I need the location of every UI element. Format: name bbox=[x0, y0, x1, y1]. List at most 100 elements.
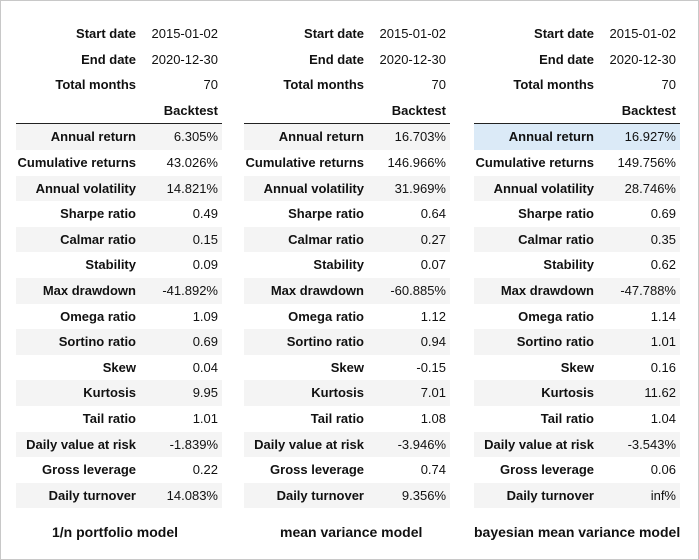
daily-turnover-row-value: inf% bbox=[650, 487, 676, 503]
stability-row: Stability 0.62 bbox=[474, 252, 680, 278]
gross-leverage-row-label: Gross leverage bbox=[270, 462, 364, 478]
annual-return-row-label: Annual return bbox=[278, 129, 364, 145]
cumulative-returns-row-label: Cumulative returns bbox=[245, 154, 364, 170]
daily-value-at-risk-row-value: -3.543% bbox=[627, 436, 676, 452]
start-date-row: Start date 2015-01-02 bbox=[474, 21, 680, 47]
stability-row-value: 0.09 bbox=[192, 257, 218, 273]
total-months-row-value: 70 bbox=[431, 77, 446, 93]
max-drawdown-row-value: -60.885% bbox=[390, 282, 446, 298]
omega-ratio-row-value: 1.09 bbox=[192, 308, 218, 324]
max-drawdown-row-label: Max drawdown bbox=[42, 282, 136, 298]
total-months-row-value: 70 bbox=[661, 77, 676, 93]
annual-return-row-value: 6.305% bbox=[173, 129, 218, 145]
omega-ratio-row: Omega ratio 1.12 bbox=[244, 304, 450, 330]
tail-ratio-row-label: Tail ratio bbox=[310, 410, 364, 426]
gross-leverage-row-value: 0.74 bbox=[420, 462, 446, 478]
sortino-ratio-row-label: Sortino ratio bbox=[58, 334, 136, 350]
tail-ratio-row-value: 1.04 bbox=[650, 410, 676, 426]
total-months-row: Total months 70 bbox=[244, 72, 450, 98]
kurtosis-row-label: Kurtosis bbox=[83, 385, 136, 401]
calmar-ratio-row-label: Calmar ratio bbox=[288, 231, 364, 247]
sharpe-ratio-row-label: Sharpe ratio bbox=[518, 206, 594, 222]
max-drawdown-row-label: Max drawdown bbox=[500, 282, 594, 298]
stability-row: Stability 0.09 bbox=[16, 252, 222, 278]
sortino-ratio-row: Sortino ratio 0.69 bbox=[16, 329, 222, 355]
max-drawdown-row-value: -41.892% bbox=[162, 282, 218, 298]
omega-ratio-row: Omega ratio 1.09 bbox=[16, 304, 222, 330]
annual-return-row-label: Annual return bbox=[50, 129, 136, 145]
skew-row-value: 0.16 bbox=[650, 359, 676, 375]
daily-value-at-risk-row-value: -1.839% bbox=[169, 436, 218, 452]
kurtosis-row: Kurtosis 7.01 bbox=[244, 380, 450, 406]
total-months-row-value: 70 bbox=[203, 77, 218, 93]
skew-row-label: Skew bbox=[330, 359, 364, 375]
stability-row: Stability 0.07 bbox=[244, 252, 450, 278]
annual-return-row-value: 16.927% bbox=[624, 129, 676, 145]
sortino-ratio-row: Sortino ratio 0.94 bbox=[244, 329, 450, 355]
tail-ratio-row: Tail ratio 1.04 bbox=[474, 406, 680, 432]
annual-volatility-row: Annual volatility 31.969% bbox=[244, 175, 450, 202]
omega-ratio-row-value: 1.12 bbox=[420, 308, 446, 324]
start-date-row-value: 2015-01-02 bbox=[151, 26, 219, 41]
daily-value-at-risk-row: Daily value at risk -1.839% bbox=[16, 431, 222, 458]
total-months-row: Total months 70 bbox=[474, 72, 680, 98]
annual-return-row: Annual return 16.703% bbox=[244, 124, 450, 150]
gross-leverage-row: Gross leverage 0.74 bbox=[244, 457, 450, 483]
annual-volatility-row: Annual volatility 28.746% bbox=[474, 175, 680, 202]
cumulative-returns-row-value: 146.966% bbox=[387, 154, 446, 170]
daily-turnover-row-label: Daily turnover bbox=[48, 487, 136, 503]
total-months-row-label: Total months bbox=[283, 77, 364, 93]
start-date-row-label: Start date bbox=[304, 26, 364, 41]
kurtosis-row-value: 9.95 bbox=[192, 385, 218, 401]
model-title-1n: 1/n portfolio model bbox=[52, 524, 178, 540]
max-drawdown-row-value: -47.788% bbox=[620, 282, 676, 298]
sharpe-ratio-row: Sharpe ratio 0.64 bbox=[244, 201, 450, 227]
kurtosis-row: Kurtosis 9.95 bbox=[16, 380, 222, 406]
cumulative-returns-row: Cumulative returns 149.756% bbox=[474, 150, 680, 176]
cumulative-returns-row: Cumulative returns 146.966% bbox=[244, 150, 450, 176]
stats-table-1n: Start date 2015-01-02 End date 2020-12-30 To… bbox=[16, 21, 222, 509]
tail-ratio-row-label: Tail ratio bbox=[82, 410, 136, 426]
daily-turnover-row: Daily turnover 9.356% bbox=[244, 482, 450, 509]
skew-row-value: -0.15 bbox=[416, 359, 446, 375]
calmar-ratio-row-value: 0.15 bbox=[192, 231, 218, 247]
skew-row-label: Skew bbox=[560, 359, 594, 375]
cumulative-returns-row-label: Cumulative returns bbox=[475, 154, 594, 170]
kurtosis-row-label: Kurtosis bbox=[541, 385, 594, 401]
max-drawdown-row: Max drawdown -47.788% bbox=[474, 277, 680, 304]
backtest-header: Backtest bbox=[244, 98, 450, 125]
sharpe-ratio-row-label: Sharpe ratio bbox=[60, 206, 136, 222]
end-date-row-value: 2020-12-30 bbox=[151, 51, 219, 67]
omega-ratio-row-value: 1.14 bbox=[650, 308, 676, 324]
daily-turnover-row: Daily turnover 14.083% bbox=[16, 482, 222, 509]
annual-volatility-row: Annual volatility 14.821% bbox=[16, 175, 222, 202]
daily-value-at-risk-row: Daily value at risk -3.946% bbox=[244, 431, 450, 458]
stats-table-mean-variance: Start date 2015-01-02 End date 2020-12-30 To… bbox=[244, 21, 450, 509]
kurtosis-row-label: Kurtosis bbox=[311, 385, 364, 401]
tail-ratio-row-value: 1.08 bbox=[420, 410, 446, 426]
annual-volatility-row-label: Annual volatility bbox=[493, 180, 594, 196]
cumulative-returns-row-value: 149.756% bbox=[617, 154, 676, 170]
sortino-ratio-row-value: 0.69 bbox=[192, 334, 218, 350]
sharpe-ratio-row: Sharpe ratio 0.69 bbox=[474, 201, 680, 227]
sharpe-ratio-row-value: 0.49 bbox=[192, 206, 218, 222]
calmar-ratio-row-label: Calmar ratio bbox=[518, 231, 594, 247]
stability-row-label: Stability bbox=[313, 257, 364, 273]
gross-leverage-row-label: Gross leverage bbox=[500, 462, 594, 478]
annual-volatility-row-value: 14.821% bbox=[166, 180, 218, 196]
sortino-ratio-row-value: 1.01 bbox=[650, 334, 676, 350]
daily-value-at-risk-row-label: Daily value at risk bbox=[26, 436, 136, 452]
cumulative-returns-row-label: Cumulative returns bbox=[17, 154, 136, 170]
sharpe-ratio-row-value: 0.64 bbox=[420, 206, 446, 222]
gross-leverage-row-value: 0.22 bbox=[192, 462, 218, 478]
start-date-row-value: 2015-01-02 bbox=[379, 26, 447, 41]
backtest-header: Backtest bbox=[16, 98, 222, 125]
backtest-header-value: Backtest bbox=[163, 102, 218, 118]
tail-ratio-row-value: 1.01 bbox=[192, 410, 218, 426]
end-date-row-value: 2020-12-30 bbox=[379, 51, 447, 67]
end-date-row-label: End date bbox=[309, 51, 364, 67]
skew-row-label: Skew bbox=[102, 359, 136, 375]
calmar-ratio-row-label: Calmar ratio bbox=[60, 231, 136, 247]
backtest-header-label bbox=[474, 98, 602, 124]
tail-ratio-row: Tail ratio 1.01 bbox=[16, 406, 222, 432]
